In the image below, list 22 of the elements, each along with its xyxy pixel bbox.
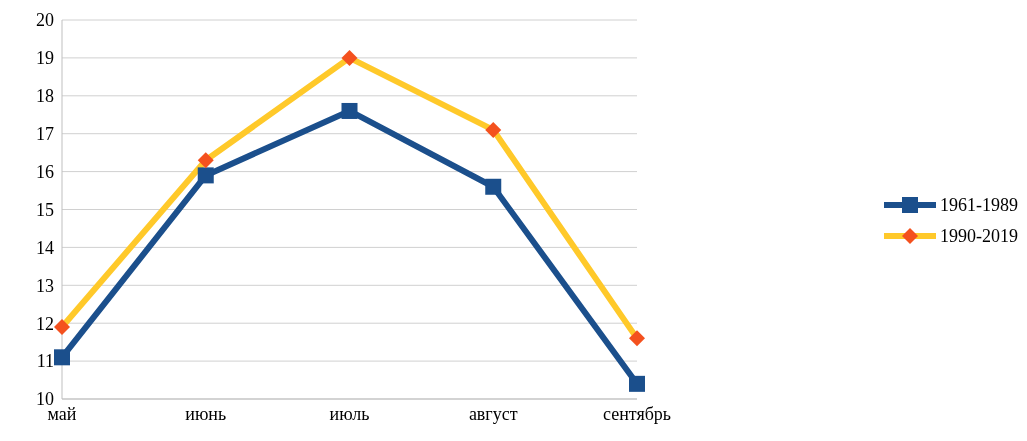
y-tick-label: 11 — [36, 351, 54, 372]
y-tick-label: 20 — [36, 10, 54, 31]
legend-label: 1990-2019 — [940, 225, 1018, 247]
x-tick-label: июль — [329, 403, 370, 424]
y-tick-label: 15 — [36, 199, 54, 220]
point — [197, 167, 214, 184]
y-tick-label: 19 — [36, 48, 54, 69]
point — [341, 102, 358, 119]
y-tick-label: 14 — [36, 237, 54, 258]
y-tick-label: 17 — [36, 124, 54, 145]
y-tick-label: 16 — [36, 161, 54, 182]
y-tick-label: 12 — [36, 313, 54, 334]
x-tick-label: сентябрь — [602, 403, 672, 424]
point — [54, 349, 70, 366]
x-tick-label: август — [468, 403, 518, 424]
y-tick-label: 18 — [36, 86, 54, 107]
point — [629, 375, 645, 392]
point — [485, 178, 502, 195]
y-tick-label: 10 — [36, 389, 54, 410]
x-tick-label: июнь — [185, 403, 227, 424]
y-tick-label: 13 — [36, 275, 54, 296]
legend-label: 1961-1989 — [940, 194, 1018, 216]
